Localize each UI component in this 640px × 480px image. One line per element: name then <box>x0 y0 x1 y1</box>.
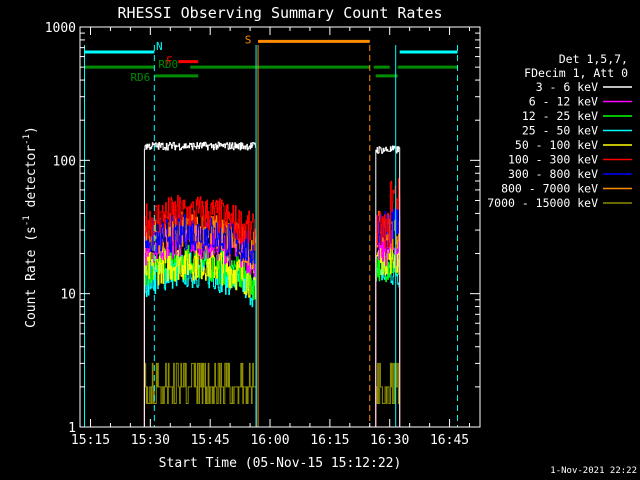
x-tick-label-5: 16:30 <box>370 433 409 448</box>
legend-label-3: 25 - 50 keV <box>522 124 598 138</box>
flag-label-RD0: RD0 <box>158 58 178 71</box>
series-trace-5-0 <box>143 195 257 427</box>
series-trace-8-0 <box>143 362 257 427</box>
chart-title: RHESSI Observing Summary Count Rates <box>117 4 442 22</box>
y-tick-label-1: 10 <box>60 288 76 303</box>
vertical-line-layer <box>84 45 459 427</box>
legend-label-2: 12 - 25 keV <box>522 109 598 123</box>
x-axis-label: Start Time (05-Nov-15 15:12:22) <box>159 456 402 471</box>
x-tick-label-6: 16:45 <box>430 433 469 448</box>
x-tick-label-1: 15:30 <box>131 433 170 448</box>
legend-label-6: 300 - 800 keV <box>508 167 598 181</box>
legend-label-5: 100 - 300 keV <box>508 153 598 167</box>
y-tick-label-0: 1 <box>68 421 76 436</box>
x-tick-label-2: 15:45 <box>191 433 230 448</box>
legend-label-4: 50 - 100 keV <box>515 138 598 152</box>
legend-label-0: 3 - 6 keV <box>536 80 598 94</box>
series-layer <box>143 141 401 427</box>
flag-label-F: F <box>166 55 173 68</box>
y-axis-label-part2: detector <box>24 145 39 216</box>
legend-header-1: FDecim 1, Att 0 <box>524 66 628 80</box>
flag-label-RD6: RD6 <box>130 71 150 84</box>
axis-layer: 15:15 15:30 15:45 16:00 16:15 16:30 16:45 1 10 10… <box>45 21 480 448</box>
series-trace-0-0 <box>143 141 257 427</box>
series-trace-8-1 <box>375 362 401 427</box>
y-axis-label-sup1: -1 <box>22 215 32 226</box>
x-tick-label-3: 16:00 <box>250 433 289 448</box>
legend-label-1: 6 - 12 keV <box>529 95 598 109</box>
legend-label-8: 7000 - 15000 keV <box>487 196 598 210</box>
x-tick-label-0: 15:15 <box>71 433 110 448</box>
y-tick-label-3: 1000 <box>45 21 76 36</box>
plot-frame <box>79 26 481 428</box>
x-tick-label-4: 16:15 <box>310 433 349 448</box>
series-trace-6-0 <box>143 214 257 427</box>
series-trace-4-0 <box>143 243 257 427</box>
legend-label-7: 800 - 7000 keV <box>501 182 598 196</box>
flag-label-S: S <box>245 33 252 46</box>
flag-label-N: N <box>156 40 163 53</box>
legend-header-0: Det 1,5,7, <box>559 52 628 66</box>
series-trace-0-1 <box>375 145 401 427</box>
y-tick-label-2: 100 <box>53 154 76 169</box>
y-axis-label-part1: Count Rate (s <box>24 226 39 328</box>
y-axis-label-sup2: -1 <box>22 134 32 145</box>
generation-timestamp: 1-Nov-2021 22:22 <box>550 466 637 476</box>
flag-layer: N RD0 RD6 F S <box>84 33 458 84</box>
y-axis-label: Count Rate (s-1 detector-1) <box>22 126 39 328</box>
y-axis-label-part3: ) <box>24 126 39 134</box>
